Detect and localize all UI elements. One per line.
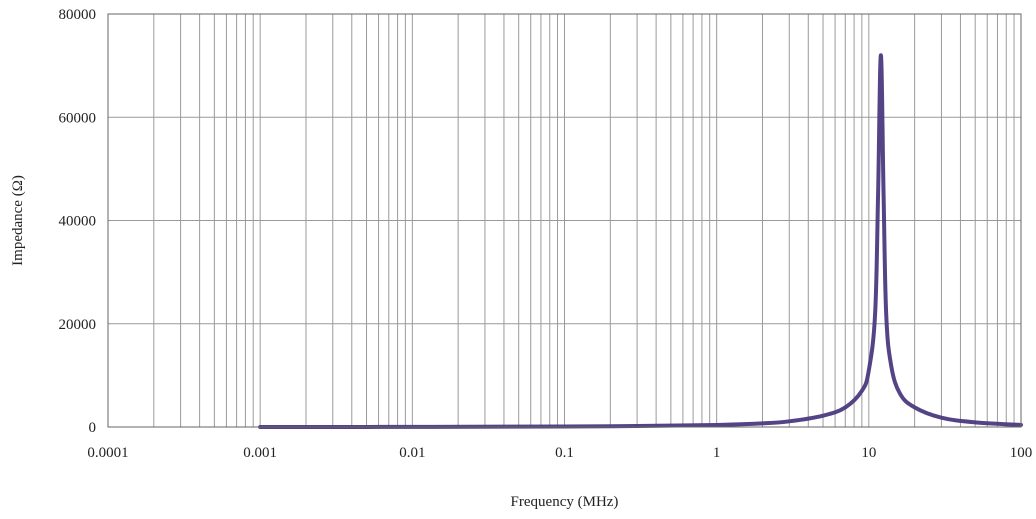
x-tick-labels: 0.0001 0.001 0.01 0.1 1 10 100 — [87, 445, 1032, 461]
y-tick-labels: 0 20000 40000 60000 80000 — [59, 7, 97, 436]
y-tick-label: 40000 — [59, 214, 97, 230]
impedance-series-line — [260, 55, 1021, 427]
y-axis-label: Impedance (Ω) — [10, 175, 26, 266]
x-tick-label: 0.0001 — [87, 445, 128, 461]
y-tick-label: 80000 — [59, 7, 97, 23]
x-tick-label: 1 — [713, 445, 721, 461]
x-axis-label: Frequency (MHz) — [511, 494, 619, 510]
x-tick-label: 0.1 — [555, 445, 574, 461]
x-tick-label: 0.001 — [243, 445, 277, 461]
y-tick-label: 60000 — [59, 110, 97, 126]
y-tick-label: 0 — [89, 420, 97, 436]
y-tick-label: 20000 — [59, 317, 97, 333]
x-tick-label: 0.01 — [399, 445, 425, 461]
x-tick-label: 10 — [861, 445, 876, 461]
series-layer — [260, 55, 1021, 427]
x-tick-label: 100 — [1010, 445, 1033, 461]
